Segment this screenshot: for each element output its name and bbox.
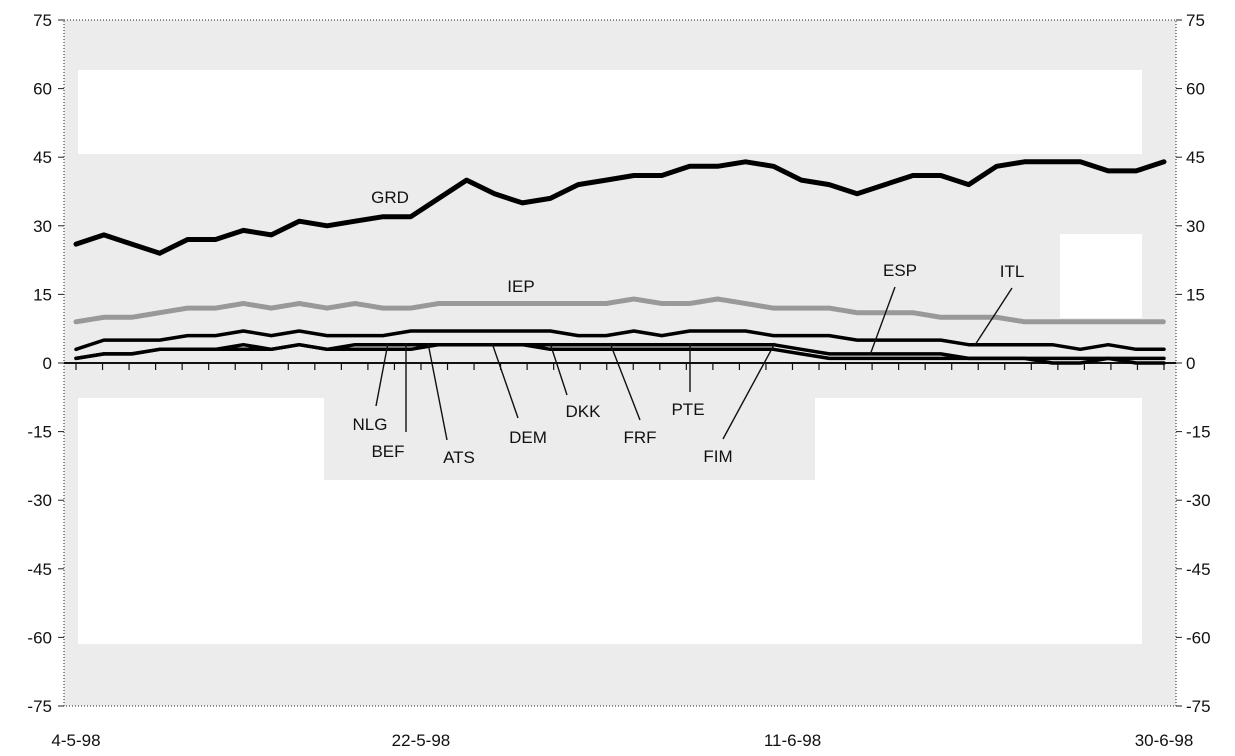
y-tick-label-left: -15 bbox=[27, 423, 52, 442]
plot-white-band-left bbox=[78, 398, 324, 644]
leader-line-ats bbox=[427, 342, 448, 441]
series-label-ats: ATS bbox=[443, 448, 475, 467]
y-tick-label-left: 0 bbox=[43, 354, 52, 373]
series-label-nlg: NLG bbox=[353, 415, 388, 434]
leader-line-itl bbox=[974, 287, 1013, 346]
x-tick-label: 22-5-98 bbox=[392, 731, 451, 750]
series-label-iep: IEP bbox=[507, 277, 534, 296]
y-tick-label-left: 15 bbox=[33, 285, 52, 304]
series-line-nlg bbox=[74, 342, 1166, 365]
series-label-dkk: DKK bbox=[566, 402, 602, 421]
y-tick-label-right: -75 bbox=[1186, 697, 1211, 716]
series-label-itl: ITL bbox=[1000, 262, 1025, 281]
series-line-itl bbox=[74, 329, 1166, 352]
y-tick-label-right: 45 bbox=[1186, 148, 1205, 167]
plot-white-band-right bbox=[815, 398, 1142, 644]
y-tick-label-left: -60 bbox=[27, 628, 52, 647]
y-tick-label-left: -30 bbox=[27, 491, 52, 510]
leader-line-esp bbox=[869, 286, 896, 356]
series-label-pte: PTE bbox=[671, 400, 704, 419]
series-label-fim: FIM bbox=[703, 447, 732, 466]
y-tick-label-right: 15 bbox=[1186, 285, 1205, 304]
y-tick-label-right: 60 bbox=[1186, 80, 1205, 99]
series-label-bef: BEF bbox=[371, 442, 404, 461]
y-tick-label-left: 75 bbox=[33, 11, 52, 30]
y-tick-label-left: 60 bbox=[33, 80, 52, 99]
y-tick-label-left: 30 bbox=[33, 217, 52, 236]
y-tick-label-right: -30 bbox=[1186, 491, 1211, 510]
series-line-grd bbox=[73, 159, 1167, 256]
x-tick-label: 4-5-98 bbox=[51, 731, 100, 750]
series-line-iep bbox=[73, 296, 1167, 325]
series-label-esp: ESP bbox=[883, 261, 917, 280]
y-tick-label-left: -75 bbox=[27, 697, 52, 716]
y-tick-label-right: 30 bbox=[1186, 217, 1205, 236]
y-tick-label-right: -60 bbox=[1186, 628, 1211, 647]
y-tick-label-right: 0 bbox=[1186, 354, 1195, 373]
plot-white-patch bbox=[1060, 234, 1142, 318]
y-tick-label-left: 45 bbox=[33, 148, 52, 167]
y-tick-label-left: -45 bbox=[27, 560, 52, 579]
leader-line-frf bbox=[609, 342, 641, 421]
leader-line-nlg bbox=[375, 342, 389, 407]
series-label-frf: FRF bbox=[623, 428, 656, 447]
x-tick-label: 11-6-98 bbox=[764, 731, 821, 750]
y-tick-label-right: -15 bbox=[1186, 423, 1211, 442]
x-tick-label: 30-6-98 bbox=[1135, 731, 1194, 750]
y-tick-label-right: -45 bbox=[1186, 560, 1211, 579]
leader-line-dkk bbox=[549, 342, 568, 396]
plot-white-band-top bbox=[78, 70, 1142, 154]
y-tick-label-right: 75 bbox=[1186, 11, 1205, 30]
plot-white-band-bottom bbox=[324, 480, 815, 644]
series-label-grd: GRD bbox=[371, 188, 409, 207]
series-label-dem: DEM bbox=[509, 428, 547, 447]
leader-line-fim bbox=[722, 342, 776, 440]
leader-line-dem bbox=[491, 342, 519, 419]
